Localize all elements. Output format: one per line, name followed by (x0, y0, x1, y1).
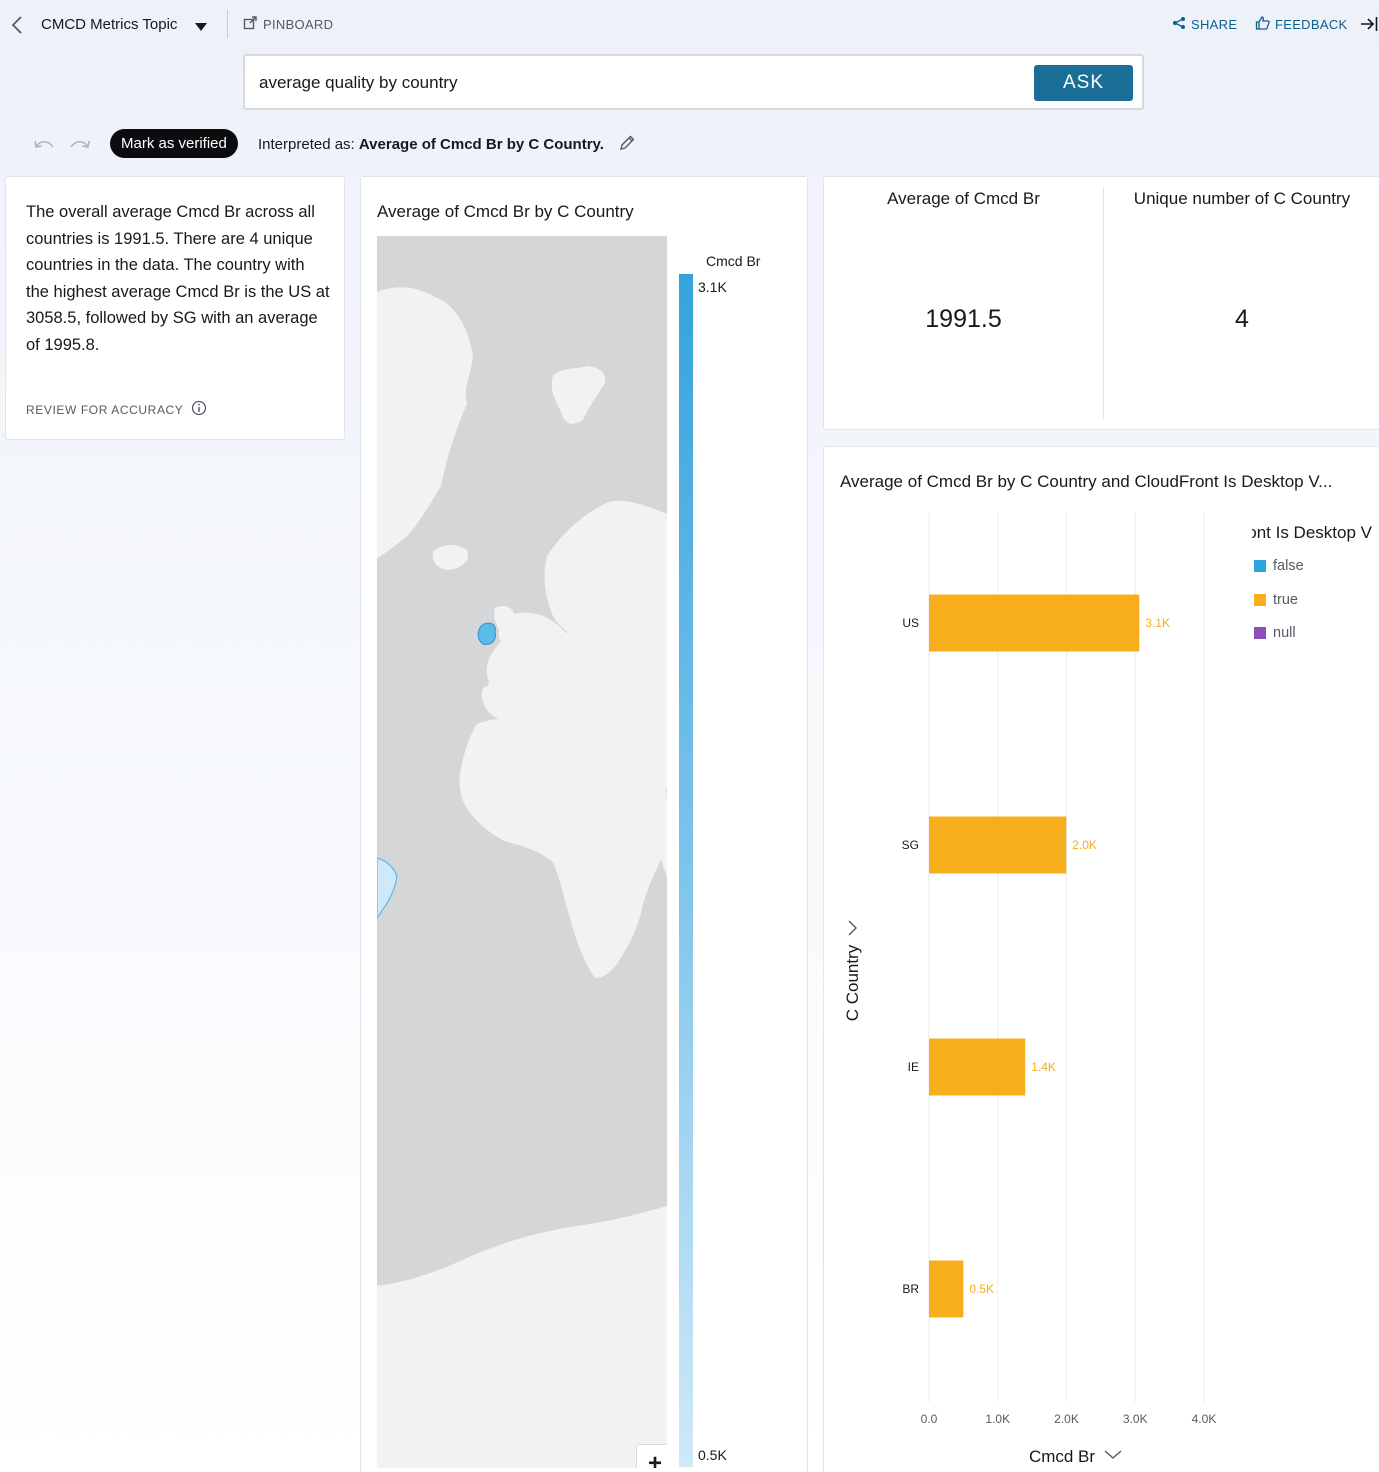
summary-text: The overall average Cmcd Br across all c… (26, 203, 330, 354)
kpi-value-average: 1991.5 (925, 305, 1002, 333)
share-icon (1172, 16, 1186, 33)
legend-label: false (1273, 558, 1304, 574)
africa-shape (459, 717, 667, 978)
bar-chart-title: Average of Cmcd Br by C Country and Clou… (840, 472, 1333, 491)
legend-swatch (1254, 594, 1266, 606)
bar-chart-card: Average of Cmcd Br by C Country and Clou… (823, 446, 1379, 1472)
pinboard-icon (243, 16, 257, 33)
legend-label: true (1273, 592, 1298, 608)
antarctica-shape (377, 1206, 667, 1468)
chevron-right-icon (848, 920, 857, 936)
color-legend-title: Cmcd Br (706, 253, 761, 269)
map-title: Average of Cmcd Br by C Country (377, 202, 634, 221)
back-arrow-icon[interactable] (8, 13, 28, 37)
chevron-down-icon (1104, 1450, 1122, 1459)
info-circle-icon[interactable] (191, 400, 207, 419)
x-tick-label: 2.0K (1054, 1412, 1079, 1426)
scandinavia-shape (544, 500, 667, 644)
kpi-label-average: Average of Cmcd Br (887, 189, 1040, 208)
undo-icon[interactable] (32, 136, 56, 157)
divider (227, 10, 228, 38)
uk-shape (494, 605, 518, 646)
legend-item-false[interactable]: false (1254, 558, 1304, 574)
svalbard-shape (551, 366, 606, 424)
iceland-shape (432, 545, 469, 570)
caret-down-icon[interactable] (194, 19, 208, 37)
data-label: 3.1K (1145, 616, 1170, 630)
interpretation-value: Average of Cmcd Br by C Country. (358, 136, 604, 153)
filled-map[interactable]: + − i (377, 236, 667, 1468)
bar (929, 1260, 964, 1318)
feedback-label: FEEDBACK (1275, 17, 1348, 32)
search-bar: ASK (243, 54, 1144, 110)
edit-pencil-icon[interactable] (618, 134, 636, 157)
share-button[interactable]: SHARE (1172, 16, 1237, 33)
kpi-card: Average of Cmcd Br 1991.5 Unique number … (823, 176, 1379, 430)
share-label: SHARE (1191, 17, 1238, 32)
ask-button[interactable]: ASK (1034, 65, 1133, 101)
zoom-controls: + − (636, 1444, 667, 1468)
arabia-shape (657, 810, 667, 876)
kpi-value-unique-country: 4 (1235, 305, 1249, 333)
map-svg (377, 287, 667, 1468)
thumbs-up-icon (1255, 16, 1270, 33)
legend-max-label: 3.1K (698, 279, 727, 295)
brazil-shape (377, 857, 398, 919)
bar (929, 816, 1067, 874)
bar (929, 1038, 1026, 1096)
x-tick-label: 3.0K (1123, 1412, 1148, 1426)
legend-swatch (1254, 560, 1266, 572)
y-tick-label: BR (902, 1282, 919, 1296)
pinboard-label: PINBOARD (263, 17, 334, 32)
data-label: 0.5K (969, 1282, 994, 1296)
feedback-button[interactable]: FEEDBACK (1255, 16, 1347, 33)
topic-name[interactable]: CMCD Metrics Topic (41, 16, 178, 33)
redo-icon[interactable] (68, 136, 92, 157)
y-tick-label: US (902, 616, 919, 630)
legend-item-true[interactable]: true (1254, 592, 1298, 608)
review-label: REVIEW FOR ACCURACY (26, 402, 184, 417)
color-gradient-bar (679, 274, 693, 1467)
zoom-in-button[interactable]: + (647, 1449, 662, 1469)
map-visual-card: Average of Cmcd Br by C Country (360, 176, 808, 1472)
interpretation-prefix: Interpreted as: (258, 136, 355, 153)
summary-card: The overall average Cmcd Br across all c… (5, 176, 345, 440)
x-tick-label: 1.0K (985, 1412, 1010, 1426)
data-label: 1.4K (1031, 1060, 1056, 1074)
x-axis-title: Cmcd Br (1029, 1447, 1095, 1466)
legend-item-null[interactable]: null (1254, 625, 1296, 641)
mark-as-verified-button[interactable]: Mark as verified (110, 129, 238, 158)
kpi-divider (1103, 187, 1104, 419)
bar-chart-svg: 0.0 1.0K 2.0K 3.0K 4.0K US 3.1K SG 2.0K IE 1.4K BR 0… (843, 513, 1217, 1466)
kpi-label-unique-country: Unique number of C Country (1133, 189, 1351, 208)
review-for-accuracy[interactable]: REVIEW FOR ACCURACY (26, 400, 207, 419)
search-input[interactable] (259, 70, 1019, 96)
x-tick-label: 4.0K (1192, 1412, 1217, 1426)
greenland-shape (377, 287, 473, 558)
legend-label: null (1273, 625, 1296, 641)
x-tick-label: 0.0 (921, 1412, 938, 1426)
iberia-shape (481, 683, 535, 721)
pinboard-link[interactable]: PINBOARD (243, 16, 333, 33)
interpretation-text: Interpreted as: Average of Cmcd Br by C … (258, 136, 604, 153)
legend-min-label: 0.5K (698, 1447, 727, 1463)
y-axis-title: C Country (843, 944, 862, 1021)
legend-swatch (1254, 627, 1266, 639)
data-label: 2.0K (1072, 838, 1097, 852)
ireland-shape (477, 622, 496, 645)
collapse-panel-icon[interactable] (1360, 14, 1378, 39)
bar-legend-title: CloudFront Is Desktop V (1252, 523, 1372, 542)
y-tick-label: IE (908, 1060, 919, 1074)
bar (929, 594, 1140, 652)
y-tick-label: SG (902, 838, 919, 852)
